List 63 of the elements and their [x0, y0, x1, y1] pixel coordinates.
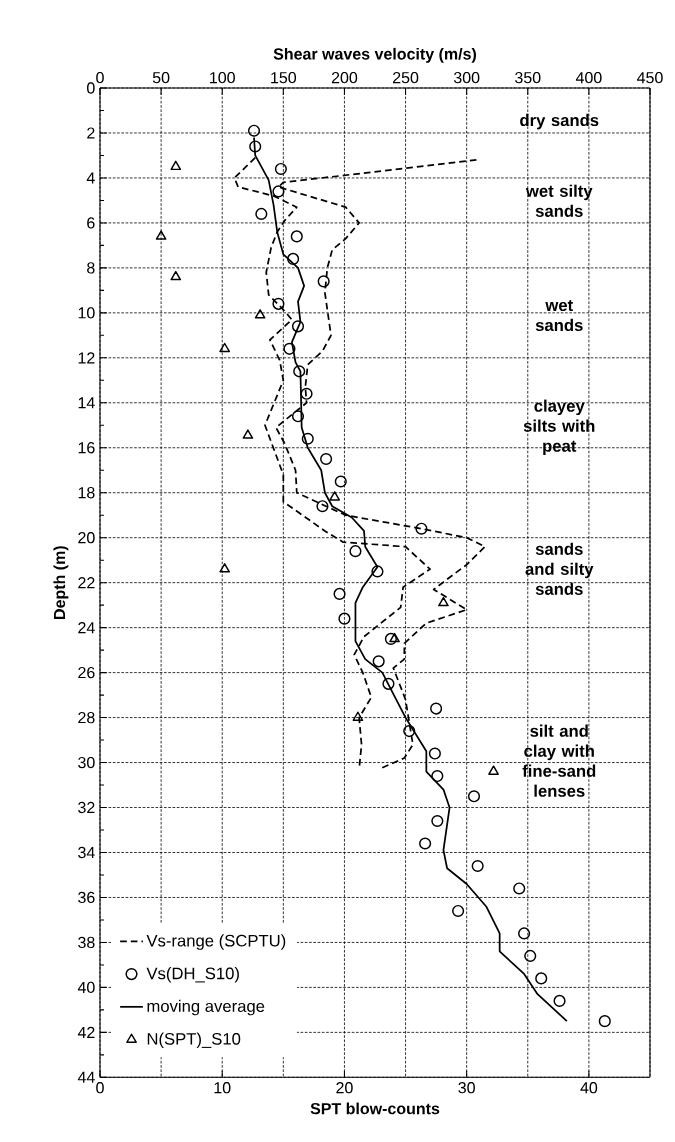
y-tick-label: 0 [87, 82, 95, 94]
point [242, 429, 254, 439]
x2-tick-label: 0 [96, 71, 104, 84]
y-tick-label: 38 [78, 936, 95, 949]
y-tick-label: 32 [78, 801, 95, 814]
y-tick-label: 10 [78, 307, 95, 319]
y-tick-label: 36 [78, 891, 95, 904]
x2-tick-label: 250 [393, 71, 419, 84]
annotation: clayey silts with peat [523, 399, 595, 456]
annotation: silt and clay with fine-sand lenses [522, 724, 596, 797]
annotation: wet sands [535, 300, 583, 332]
y-tick-label: 30 [78, 756, 95, 769]
legend-label: Vs-range (SCPTU) [146, 934, 286, 950]
y-tick-label: 18 [78, 487, 95, 499]
x-axis-title: SPT blow-counts [310, 1102, 440, 1115]
legend-label: moving average [147, 999, 265, 1016]
y-tick-label: 40 [77, 981, 95, 994]
point [219, 342, 231, 353]
y-tick-label: 22 [78, 577, 95, 589]
annotation: sands and silty sands [525, 542, 594, 595]
x2-axis-title: Shear waves velocity (m/s) [273, 47, 477, 63]
x-tick-label: 40 [580, 1082, 598, 1094]
point [488, 765, 499, 775]
point [329, 491, 341, 501]
annotation: dry sands [520, 113, 599, 130]
y-tick-label: 28 [78, 711, 95, 724]
x2-tick-label: 200 [331, 71, 358, 84]
x2-tick-label: 400 [575, 71, 602, 84]
point [170, 270, 182, 281]
y-axis-title: Depth (m) [53, 546, 69, 619]
y-tick-label: 14 [78, 397, 95, 409]
y-tick-label: 4 [86, 172, 95, 184]
point [170, 160, 182, 171]
point [254, 309, 266, 319]
x-tick-label: 10 [214, 1082, 231, 1094]
legend-label: N(SPT)_S10 [147, 1032, 241, 1049]
x2-tick-label: 450 [637, 71, 663, 84]
point [219, 563, 231, 573]
y-tick-label: 2 [87, 127, 95, 139]
annotation: wet silty sands [525, 184, 593, 217]
x-tick-label: 0 [96, 1082, 104, 1094]
x2-tick-label: 350 [515, 71, 541, 84]
y-tick-label: 24 [78, 622, 95, 634]
x2-tick-label: 100 [210, 71, 235, 84]
x2-tick-label: 150 [271, 71, 297, 84]
y-tick-label: 12 [78, 352, 95, 364]
x2-tick-label: 50 [152, 71, 170, 84]
y-tick-label: 26 [78, 666, 95, 679]
y-tick-label: 34 [78, 846, 95, 859]
y-tick-label: 20 [78, 532, 95, 544]
legend-label: Vs(DH_S10) [146, 967, 239, 983]
y-tick-label: 8 [87, 262, 95, 274]
point [438, 596, 449, 607]
x2-tick-label: 300 [453, 71, 480, 84]
y-tick-label: 6 [87, 217, 95, 229]
y-tick-label: 16 [78, 442, 95, 454]
point [155, 230, 167, 240]
point [352, 711, 364, 721]
x-tick-label: 30 [458, 1082, 475, 1094]
y-tick-label: 42 [77, 1026, 95, 1038]
point [389, 632, 400, 643]
x-tick-label: 20 [336, 1082, 353, 1094]
y-tick-label: 44 [77, 1071, 95, 1083]
